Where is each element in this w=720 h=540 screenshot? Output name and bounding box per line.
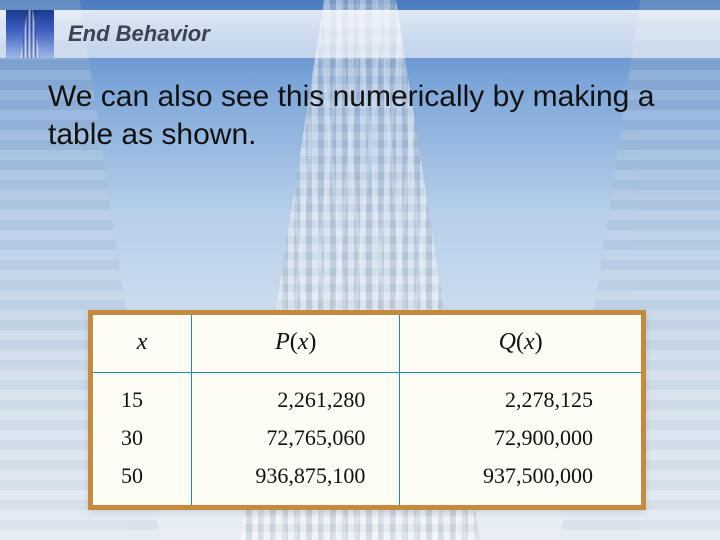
data-table-wrap: x P(x) Q(x) 15 2,261,280 2,278,125 30 72… (88, 310, 646, 510)
title-thumbnail-icon (6, 10, 54, 58)
header-p-arg: x (298, 329, 309, 355)
cell-p: 936,875,100 (192, 457, 400, 505)
header-p-fn: P (275, 329, 290, 355)
cell-p: 72,765,060 (192, 419, 400, 457)
slide-body-text: We can also see this numerically by maki… (48, 78, 672, 153)
header-q-arg: x (524, 329, 535, 355)
col-header-x: x (93, 315, 192, 373)
slide-title: End Behavior (68, 21, 210, 47)
cell-x: 30 (93, 419, 192, 457)
cell-q: 72,900,000 (400, 419, 641, 457)
data-table: x P(x) Q(x) 15 2,261,280 2,278,125 30 72… (93, 315, 641, 505)
table-row: 15 2,261,280 2,278,125 (93, 373, 641, 420)
cell-x: 15 (93, 373, 192, 420)
header-x-label: x (137, 329, 148, 355)
cell-p: 2,261,280 (192, 373, 400, 420)
header-q-fn: Q (499, 329, 516, 355)
col-header-q: Q(x) (400, 315, 641, 373)
title-bar: End Behavior (0, 10, 720, 58)
table-header-row: x P(x) Q(x) (93, 315, 641, 373)
table-row: 50 936,875,100 937,500,000 (93, 457, 641, 505)
cell-q: 937,500,000 (400, 457, 641, 505)
cell-x: 50 (93, 457, 192, 505)
col-header-p: P(x) (192, 315, 400, 373)
cell-q: 2,278,125 (400, 373, 641, 420)
table-row: 30 72,765,060 72,900,000 (93, 419, 641, 457)
